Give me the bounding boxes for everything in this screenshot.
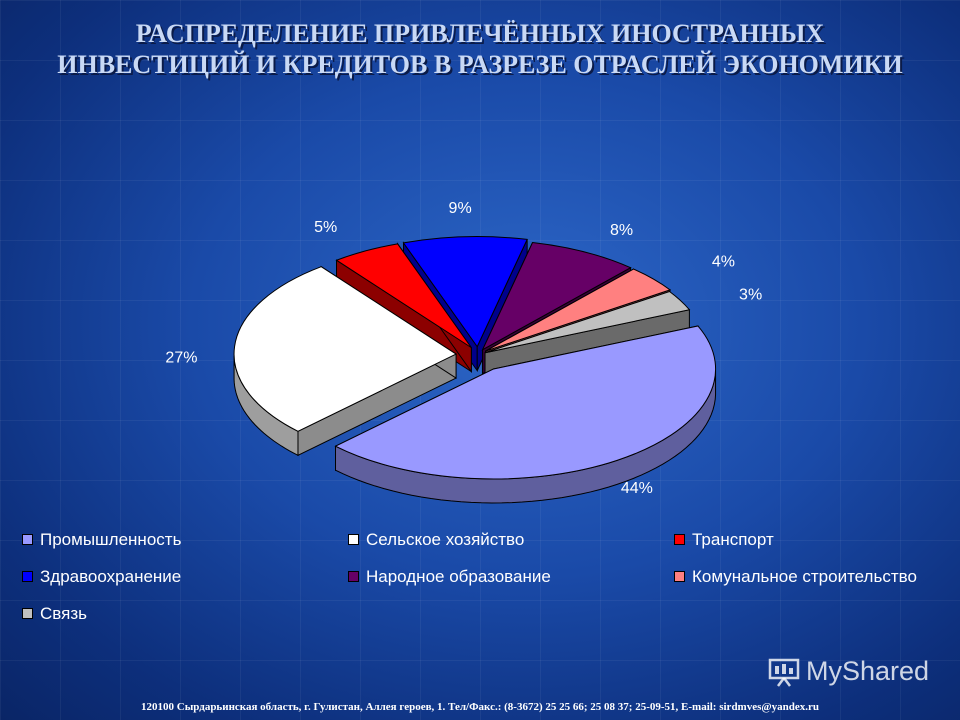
legend-swatch-1 (22, 534, 33, 545)
watermark: MyShared (768, 656, 929, 687)
legend-item-7: Связь (22, 604, 348, 623)
watermark-text: MyShared (806, 656, 929, 687)
chart-legend: Промышленность Сельское хозяйство Транспор… (22, 530, 952, 623)
legend-item-4: Здравоохранение (22, 567, 348, 586)
legend-item-6: Комунальное строительство (674, 567, 954, 586)
legend-label-5: Народное образование (366, 567, 551, 587)
legend-item-5: Народное образование (348, 567, 674, 586)
legend-swatch-6 (674, 571, 685, 582)
data-label-7: 3% (739, 287, 762, 304)
legend-item-2: Сельское хозяйство (348, 530, 674, 549)
data-label-6: 4% (712, 254, 735, 271)
legend-label-4: Здравоохранение (40, 567, 181, 587)
legend-label-3: Транспорт (692, 530, 774, 550)
legend-item-1: Промышленность (22, 530, 348, 549)
legend-label-6: Комунальное строительство (692, 567, 917, 587)
legend-item-3: Транспорт (674, 530, 954, 549)
data-label-3: 5% (314, 219, 337, 236)
presentation-icon (768, 657, 800, 687)
data-label-1: 44% (621, 480, 653, 497)
footer-contacts: 120100 Сырдарьинская область, г. Гулиста… (0, 701, 960, 713)
legend-swatch-4 (22, 571, 33, 582)
data-label-4: 9% (449, 200, 472, 217)
legend-label-2: Сельское хозяйство (366, 530, 524, 550)
data-label-2: 27% (165, 350, 197, 367)
legend-swatch-2 (348, 534, 359, 545)
legend-label-7: Связь (40, 604, 87, 624)
legend-label-1: Промышленность (40, 530, 181, 550)
legend-swatch-5 (348, 571, 359, 582)
legend-swatch-3 (674, 534, 685, 545)
data-label-5: 8% (610, 222, 633, 239)
legend-swatch-7 (22, 608, 33, 619)
